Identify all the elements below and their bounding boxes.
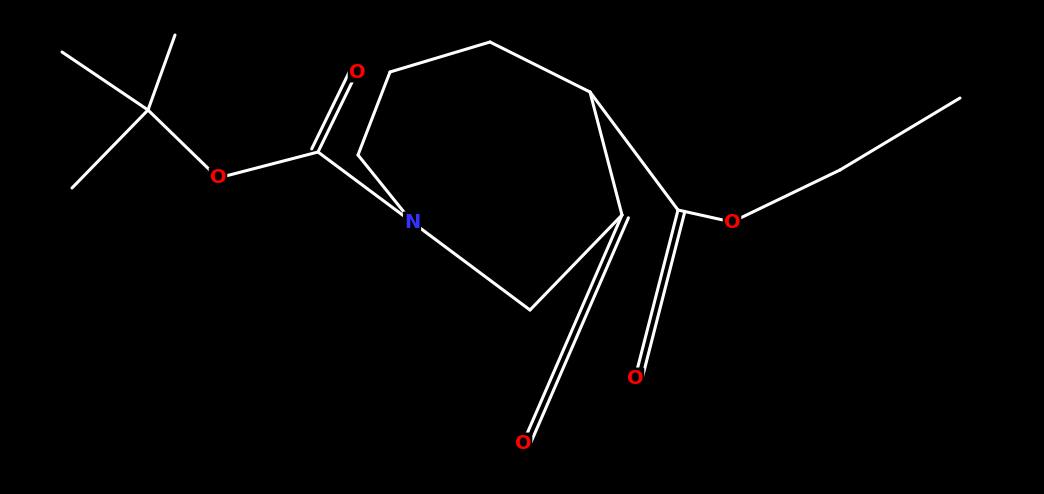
Text: O: O [349, 63, 365, 82]
Text: O: O [723, 212, 740, 232]
Text: N: N [404, 212, 420, 232]
Text: O: O [210, 168, 227, 188]
Text: O: O [515, 434, 531, 453]
Text: O: O [626, 369, 643, 387]
